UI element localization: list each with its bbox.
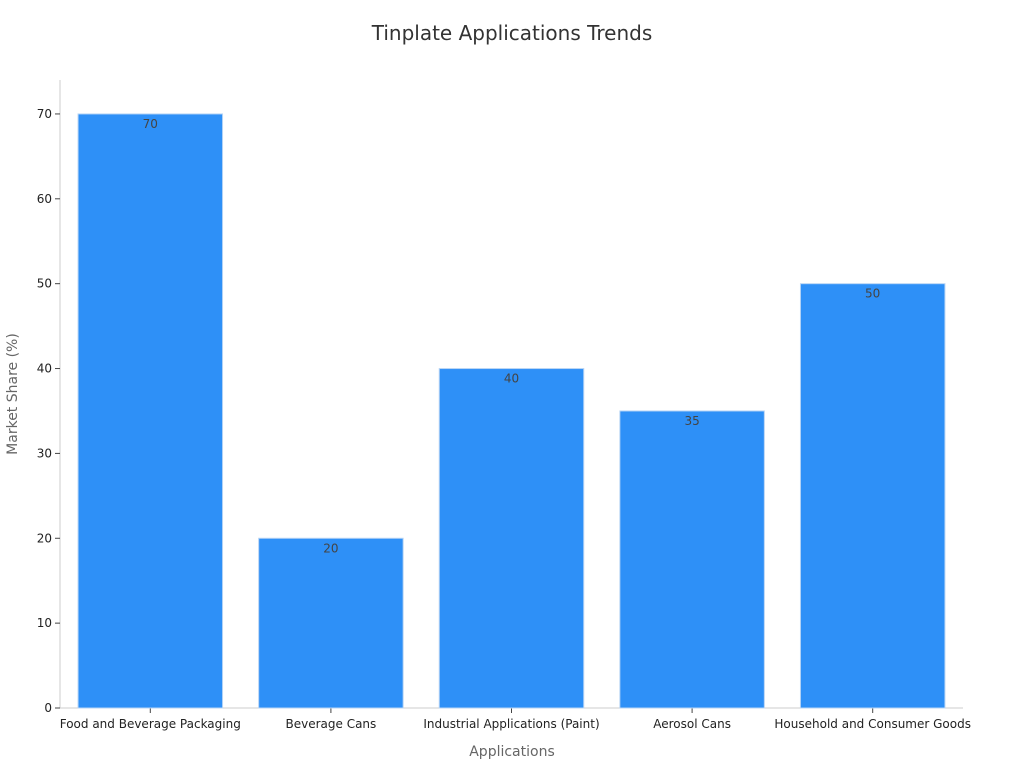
- bar: [619, 410, 765, 709]
- y-tick-label: 60: [37, 192, 52, 206]
- x-axis-title: Applications: [469, 744, 555, 760]
- bar: [258, 537, 404, 709]
- y-tick-label: 20: [37, 531, 52, 545]
- bar: [77, 113, 224, 709]
- bar-data-label: 35: [684, 414, 699, 428]
- bar-data-label: 40: [504, 372, 519, 386]
- y-tick-label: 0: [44, 701, 52, 715]
- x-tick-label: Household and Consumer Goods: [774, 717, 971, 731]
- y-tick-label: 10: [37, 616, 52, 630]
- data-labels: 70 20 40 35 50: [143, 117, 881, 555]
- y-tick-label: 50: [37, 277, 52, 291]
- y-tick-label: 70: [37, 107, 52, 121]
- x-tick-label: Food and Beverage Packaging: [60, 717, 241, 731]
- chart-title: Tinplate Applications Trends: [371, 21, 653, 45]
- bars: [77, 113, 946, 709]
- y-tick-label: 30: [37, 446, 52, 460]
- x-tick-label: Industrial Applications (Paint): [423, 717, 599, 731]
- axes: 0 10 20 30 40 50 60 70 Food and Beverage Packagi…: [37, 80, 971, 731]
- y-axis-title: Market Share (%): [5, 333, 21, 455]
- bar-data-label: 70: [143, 117, 158, 131]
- y-tick-label: 40: [37, 362, 52, 376]
- bar: [799, 283, 946, 709]
- bar-data-label: 20: [323, 541, 338, 555]
- x-tick-label: Beverage Cans: [286, 717, 377, 731]
- x-tick-label: Aerosol Cans: [653, 717, 731, 731]
- bar: [438, 368, 585, 709]
- bar-data-label: 50: [865, 287, 880, 301]
